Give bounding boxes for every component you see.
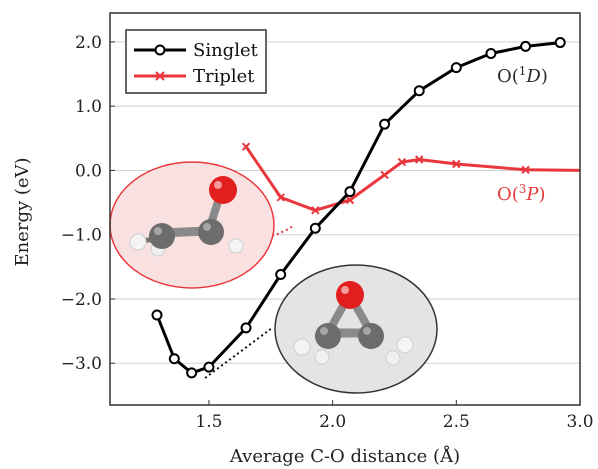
singlet-connector-dots bbox=[204, 327, 273, 379]
y-tick-label: −1.0 bbox=[61, 226, 102, 246]
carbon-atom bbox=[315, 323, 341, 349]
plot-frame bbox=[109, 12, 581, 406]
singlet-point bbox=[151, 309, 163, 321]
singlet-point bbox=[554, 37, 566, 49]
singlet-structure-inset bbox=[204, 264, 438, 394]
y-tick-label: 2.0 bbox=[75, 33, 102, 53]
x-tick-label: 2.0 bbox=[319, 412, 346, 432]
y-tick-label: −3.0 bbox=[61, 354, 102, 374]
x-axis-label: Average C-O distance (Å) bbox=[229, 445, 460, 467]
triplet-series-line bbox=[244, 145, 581, 212]
singlet-point bbox=[344, 186, 356, 198]
x-tick-labels: 1.5 2.0 2.5 3.0 bbox=[195, 412, 593, 432]
singlet-point bbox=[186, 367, 198, 379]
triplet-point bbox=[311, 206, 320, 215]
singlet-point bbox=[485, 47, 497, 59]
triplet-point bbox=[345, 195, 355, 205]
singlet-point bbox=[450, 62, 462, 74]
triplet-point bbox=[276, 193, 285, 202]
oxygen-atom bbox=[336, 281, 364, 309]
singlet-point bbox=[275, 269, 287, 281]
x-tick-label: 3.0 bbox=[566, 412, 593, 432]
y-tick-label: 1.0 bbox=[75, 97, 102, 117]
atom-highlight bbox=[203, 223, 211, 231]
triplet-structure-inset bbox=[109, 161, 294, 289]
triplet-ellipse bbox=[109, 161, 275, 289]
data-series bbox=[151, 37, 581, 379]
hydrogen-atom bbox=[396, 336, 414, 354]
oxygen-atom bbox=[209, 176, 237, 204]
hydrogen-atom bbox=[385, 350, 401, 366]
singlet-point bbox=[203, 361, 215, 373]
singlet-point bbox=[520, 40, 532, 52]
legend-box bbox=[125, 29, 267, 94]
y-tick-labels: 2.0 1.0 0.0 −1.0 −2.0 −3.0 bbox=[61, 33, 102, 374]
atom-highlight bbox=[363, 327, 371, 335]
atom-highlight bbox=[154, 227, 162, 235]
hydrogen-atom bbox=[228, 238, 244, 254]
legend-singlet-marker bbox=[154, 44, 166, 56]
singlet-point bbox=[413, 85, 425, 97]
legend-singlet-label: Singlet bbox=[193, 40, 259, 61]
triplet-point bbox=[380, 170, 389, 180]
legend: Singlet Triplet bbox=[125, 29, 267, 94]
carbon-atom bbox=[198, 219, 224, 245]
hydrogen-atom bbox=[314, 349, 330, 365]
carbon-atom bbox=[149, 223, 175, 249]
legend-triplet-marker bbox=[155, 71, 165, 81]
y-tick-label: 0.0 bbox=[75, 161, 102, 181]
singlet-point bbox=[168, 353, 180, 365]
hydrogen-atom bbox=[293, 338, 311, 356]
legend-triplet-label: Triplet bbox=[193, 66, 255, 87]
y-axis-label: Energy (eV) bbox=[12, 157, 33, 266]
o1d-label: O(1D) bbox=[497, 64, 548, 87]
atom-highlight bbox=[214, 181, 222, 189]
o3p-label: O(3P) bbox=[497, 182, 546, 205]
x-tick-label: 1.5 bbox=[195, 412, 222, 432]
hydrogen-atom bbox=[129, 233, 147, 251]
triplet-point bbox=[521, 165, 530, 175]
carbon-atom bbox=[358, 323, 384, 349]
singlet-point bbox=[309, 222, 321, 234]
triplet-point bbox=[452, 159, 461, 169]
y-tick-label: −2.0 bbox=[61, 290, 102, 310]
triplet-connector-dots bbox=[271, 225, 294, 237]
atom-highlight bbox=[320, 327, 328, 335]
triplet-point bbox=[397, 157, 407, 167]
singlet-point bbox=[240, 322, 252, 334]
singlet-point bbox=[379, 118, 391, 130]
x-tick-label: 2.5 bbox=[443, 412, 470, 432]
atom-highlight bbox=[341, 286, 349, 294]
triplet-point bbox=[241, 142, 251, 151]
triplet-point bbox=[415, 155, 424, 164]
